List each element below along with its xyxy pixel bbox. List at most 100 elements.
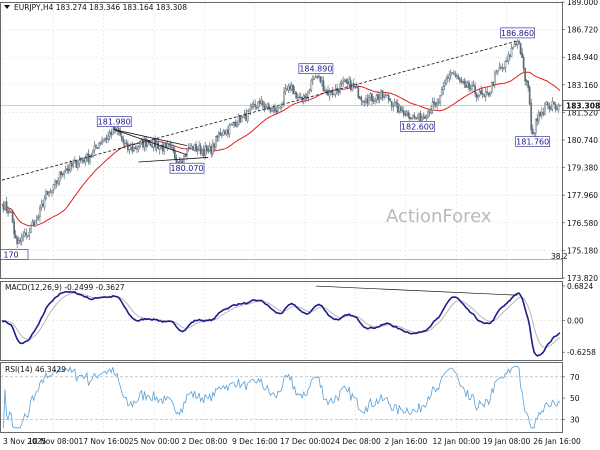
candle-body <box>207 148 210 152</box>
callout-box <box>298 63 334 75</box>
time-tick-label: 2 Dec 08:00 <box>182 437 228 446</box>
candle-body <box>289 85 291 90</box>
candle-body <box>78 159 81 164</box>
candle-body <box>437 102 440 104</box>
candle-body <box>471 84 473 89</box>
candle-body <box>313 76 316 79</box>
candle-body <box>99 142 102 145</box>
candle-body <box>510 47 513 57</box>
candle-body <box>504 60 507 69</box>
candle-body <box>530 103 533 131</box>
candle-body <box>381 90 384 98</box>
callout-box <box>0 249 29 260</box>
candle-body <box>258 100 261 105</box>
candle-body <box>337 89 340 93</box>
candle-body <box>427 110 429 118</box>
candle-body <box>231 122 234 125</box>
candle-body <box>230 124 232 126</box>
candle-body <box>457 76 460 79</box>
candle-body <box>49 191 52 194</box>
candle-body <box>221 134 223 136</box>
candle-body <box>251 104 254 108</box>
candle-body <box>14 234 17 239</box>
candle-body <box>202 149 205 156</box>
candle-body <box>310 80 313 91</box>
candle-body <box>67 169 70 171</box>
candle-body <box>119 131 122 136</box>
candle-body <box>298 96 301 99</box>
candle-body <box>102 139 105 142</box>
candle-body <box>142 139 144 148</box>
candle-body <box>433 101 435 104</box>
callout-box <box>169 162 205 174</box>
candle-body <box>443 82 446 87</box>
candle-body <box>328 92 331 97</box>
candle-body <box>493 73 496 86</box>
candle-body <box>465 84 467 88</box>
candle-body <box>422 116 425 119</box>
rsi-panel <box>0 365 562 429</box>
candle-body <box>16 237 19 245</box>
candle-body <box>296 96 299 99</box>
macd-header: MACD(12,26,9) -0.2499 -0.3627 <box>5 283 125 292</box>
candle-body <box>387 95 390 100</box>
candle-body <box>410 117 413 120</box>
candle-body <box>374 100 376 102</box>
candle-body <box>556 108 558 110</box>
candle-body <box>507 54 510 62</box>
candle-body <box>214 136 217 148</box>
candle-body <box>509 55 511 57</box>
candle-body <box>380 91 382 99</box>
candle-body <box>189 147 191 149</box>
candle-body <box>101 140 103 145</box>
candle-body <box>192 146 194 151</box>
candle-body <box>365 98 367 103</box>
candle-body <box>278 107 281 109</box>
candle-body <box>448 74 451 79</box>
candle-body <box>362 100 364 102</box>
candle-body <box>393 102 396 106</box>
candle-body <box>430 109 432 114</box>
candle-body <box>23 231 26 237</box>
candle-body <box>302 94 305 102</box>
candle-body <box>42 203 44 207</box>
candle-body <box>487 92 490 96</box>
candle-body <box>184 155 187 157</box>
candle-body <box>531 128 534 134</box>
candle-body <box>264 107 267 109</box>
candle-body <box>43 198 46 208</box>
candle-body <box>501 67 504 69</box>
candle-body <box>351 83 354 91</box>
candle-body <box>105 137 108 140</box>
candle-body <box>46 191 49 195</box>
candle-body <box>525 80 528 83</box>
rsi-tick-label: 70 <box>570 373 580 382</box>
candle-body <box>268 104 270 109</box>
candle-body <box>277 106 279 112</box>
rsi-tick-label: 30 <box>570 415 580 424</box>
trendline <box>114 129 188 156</box>
candle-body <box>240 118 243 123</box>
candle-body <box>11 211 14 223</box>
candle-body <box>384 94 387 98</box>
callout-box <box>500 27 535 39</box>
price-tick-label: 179.380 <box>567 164 598 173</box>
candle-body <box>360 97 363 101</box>
time-tick-label: 24 Dec 08:00 <box>330 437 381 446</box>
candle-body <box>84 158 87 163</box>
candle-body <box>134 147 137 150</box>
candle-body <box>196 149 199 152</box>
candle-body <box>48 192 50 196</box>
candle-body <box>506 60 508 63</box>
price-callouts: 181.980 180.070 184.890 182.600 186.860 181.7… <box>0 27 551 260</box>
candle-body <box>2 204 5 210</box>
time-tick-label: 9 Dec 16:00 <box>232 437 278 446</box>
rsi-line <box>3 365 561 429</box>
price-tick-label: 180.740 <box>567 136 598 145</box>
candle-body <box>73 160 76 164</box>
candle-body <box>358 96 361 99</box>
candle-body <box>52 183 55 190</box>
candle-body <box>122 138 125 143</box>
candle-body <box>396 103 399 113</box>
candle-body <box>478 91 481 96</box>
